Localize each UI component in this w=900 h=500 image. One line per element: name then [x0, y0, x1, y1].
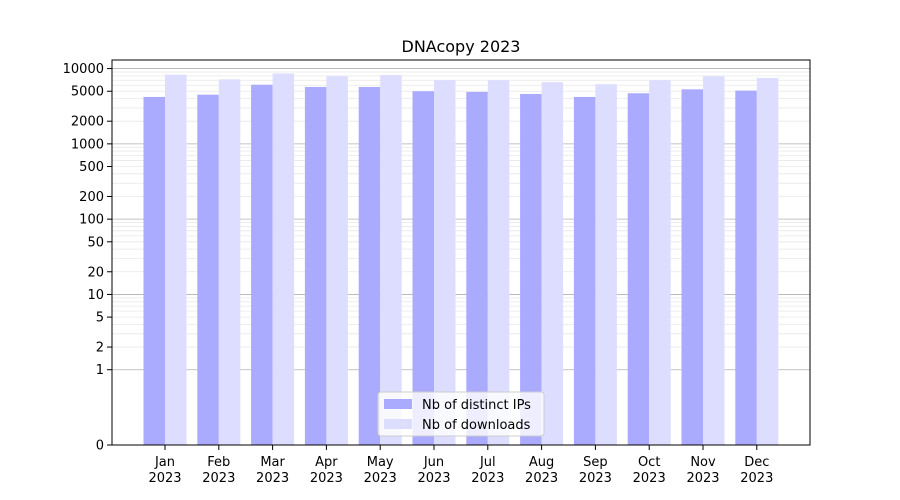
bar [197, 94, 219, 446]
x-tick-label-month: Mar [260, 455, 285, 470]
bar [218, 79, 241, 445]
x-tick-label-year: 2023 [364, 471, 397, 486]
y-tick-label: 50 [87, 235, 104, 250]
y-tick-label: 200 [79, 190, 104, 205]
x-tick-label-month: Jul [479, 455, 496, 470]
bar [595, 84, 617, 445]
bar [681, 89, 703, 445]
y-tick-label: 1000 [71, 137, 104, 152]
x-tick-label-month: Jun [423, 455, 444, 470]
x-tick-label-year: 2023 [633, 471, 666, 486]
x-tick-label-year: 2023 [417, 471, 450, 486]
x-tick-label-year: 2023 [686, 471, 719, 486]
y-tick-label: 500 [79, 160, 104, 175]
bar [251, 84, 273, 445]
legend-swatch [384, 399, 412, 409]
x-tick-label-year: 2023 [740, 471, 773, 486]
x-tick-label-year: 2023 [148, 471, 181, 486]
bar [649, 80, 671, 445]
bar [466, 91, 488, 445]
bar [487, 80, 510, 445]
bar [520, 93, 542, 445]
x-tick-label-month: Dec [744, 455, 769, 470]
x-tick-label-month: Apr [315, 455, 338, 470]
bar [358, 86, 381, 445]
legend-box [377, 391, 545, 437]
x-tick-label-year: 2023 [310, 471, 343, 486]
y-tick-label: 10000 [63, 62, 104, 77]
x-tick-label-month: Sep [583, 455, 608, 470]
x-axis: Jan2023Feb2023Mar2023Apr2023May2023Jun20… [148, 445, 773, 486]
bar [412, 91, 434, 446]
x-tick-label-month: Oct [638, 455, 660, 470]
plot-frame [111, 59, 811, 446]
x-tick-label-year: 2023 [525, 471, 558, 486]
y-tick-label: 10 [87, 288, 104, 303]
bar [380, 75, 402, 445]
bar [703, 76, 725, 446]
x-tick-label-month: Aug [529, 455, 554, 470]
x-tick-label-month: Nov [690, 455, 716, 470]
legend: Nb of distinct IPs Nb of downloads [377, 391, 545, 437]
x-tick-label-month: Jan [154, 455, 175, 470]
x-tick-label-year: 2023 [202, 471, 235, 486]
y-tick-label: 5 [96, 311, 104, 326]
x-tick-label-year: 2023 [256, 471, 289, 486]
y-tick-label: 5000 [71, 85, 104, 100]
bar [627, 93, 650, 445]
y-tick-label: 2000 [71, 115, 104, 130]
x-tick-label-year: 2023 [579, 471, 612, 486]
bar [735, 90, 757, 445]
bar [573, 96, 596, 445]
y-tick-label: 0 [96, 439, 104, 454]
y-tick-label: 100 [79, 213, 104, 228]
bar [326, 76, 348, 446]
x-tick-label-year: 2023 [471, 471, 504, 486]
legend-swatch [384, 419, 412, 429]
bar [541, 82, 564, 446]
bar [304, 86, 327, 445]
chart-title: DNAcopy 2023 [402, 37, 521, 56]
x-tick-label-month: May [367, 455, 394, 470]
legend-label: Nb of downloads [422, 418, 531, 433]
bar [272, 73, 295, 445]
bar [143, 96, 165, 445]
bar [165, 74, 187, 445]
legend-label: Nb of distinct IPs [422, 398, 531, 413]
y-axis: 0 1 2 5 10 20 50 100 200 500 1000 2000 5000 10000 [63, 62, 112, 454]
y-tick-label: 1 [96, 363, 104, 378]
bars [143, 73, 779, 446]
bar [434, 80, 456, 445]
y-tick-label: 2 [96, 341, 104, 356]
bar [756, 77, 779, 446]
y-tick-label: 20 [87, 265, 104, 280]
x-tick-label-month: Feb [207, 455, 230, 470]
